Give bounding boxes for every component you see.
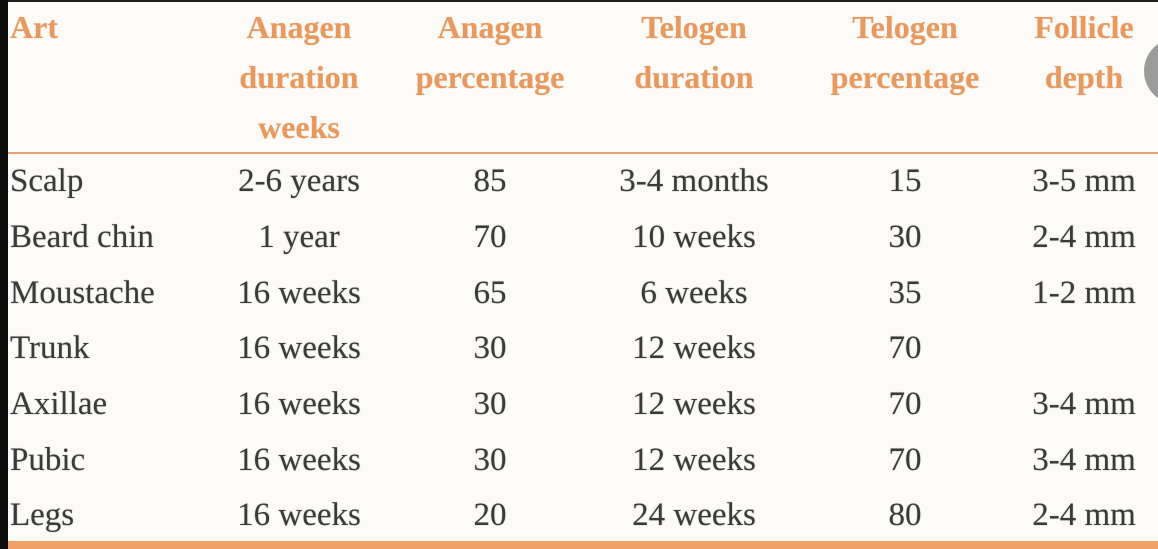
table-cell: 16 weeks <box>237 274 361 311</box>
table-cell: 16 weeks <box>237 386 361 423</box>
top-edge-line <box>0 0 1158 2</box>
table-cell: 6 weeks <box>640 274 748 311</box>
table-cell: 30 <box>473 386 507 423</box>
hair-follicle-table: Art Anagen duration weeks Anagen percentage Te… <box>8 2 1158 544</box>
table-row: Trunk 16 weeks 30 12 weeks 70 <box>8 321 1158 377</box>
table-row: Axillae 16 weeks 30 12 weeks 70 3-4 mm <box>8 377 1158 433</box>
row-label: Moustache <box>10 274 155 311</box>
column-header-line: Telogen <box>852 9 958 45</box>
column-header-line: duration <box>634 59 754 95</box>
table-cell: 16 weeks <box>237 497 361 534</box>
column-header-line: percentage <box>830 59 980 95</box>
table-cell: 12 weeks <box>632 330 756 367</box>
column-header-anagen-duration: Anagen duration weeks <box>206 2 392 154</box>
column-header-line: Follicle <box>1034 9 1134 45</box>
table-row: Moustache 16 weeks 65 6 weeks 35 1-2 mm <box>8 265 1158 321</box>
table-cell: 10 weeks <box>632 219 756 256</box>
table-cell: 1-2 mm <box>1032 274 1136 311</box>
table-cell: 15 <box>888 163 922 200</box>
column-header-telogen-duration: Telogen duration <box>588 2 800 154</box>
column-header-line: Anagen <box>246 9 352 45</box>
table-cell: 24 weeks <box>632 497 756 534</box>
column-header-line: depth <box>1044 59 1124 95</box>
column-header-line: Anagen <box>437 9 543 45</box>
table-cell: 70 <box>473 219 507 256</box>
table-cell: 70 <box>888 441 922 478</box>
table-cell: 2-4 mm <box>1032 497 1136 534</box>
table-cell: 30 <box>473 441 507 478</box>
row-label: Scalp <box>10 163 84 200</box>
table-row: Pubic 16 weeks 30 12 weeks 70 3-4 mm <box>8 432 1158 488</box>
table-cell: 65 <box>473 274 507 311</box>
table-cell: 16 weeks <box>237 330 361 367</box>
column-header-site: Art <box>8 2 206 154</box>
table-cell: 2-4 mm <box>1032 219 1136 256</box>
table-cell: 20 <box>473 497 507 534</box>
table-cell: 3-4 mm <box>1032 441 1136 478</box>
table-cell: 35 <box>888 274 922 311</box>
table-cell: 30 <box>888 219 922 256</box>
column-header-line: weeks <box>258 109 340 145</box>
row-label: Legs <box>10 497 75 534</box>
partial-floating-button[interactable] <box>1144 38 1158 104</box>
column-header-line: Art <box>10 9 58 45</box>
column-header-telogen-percentage: Telogen percentage <box>800 2 1010 154</box>
table-cell: 1 year <box>258 219 340 256</box>
row-label: Beard chin <box>10 219 154 256</box>
row-label: Pubic <box>10 441 86 478</box>
table-row: Beard chin 1 year 70 10 weeks 30 2-4 mm <box>8 210 1158 266</box>
table-cell: 85 <box>473 163 507 200</box>
row-label: Trunk <box>10 330 90 367</box>
table-row: Legs 16 weeks 20 24 weeks 80 2-4 mm <box>8 488 1158 544</box>
column-header-line: Telogen <box>641 9 747 45</box>
table-cell: 12 weeks <box>632 441 756 478</box>
table-cell: 16 weeks <box>237 441 361 478</box>
table-cell: 80 <box>888 497 922 534</box>
column-header-anagen-percentage: Anagen percentage <box>392 2 588 154</box>
row-label: Axillae <box>10 386 108 423</box>
table-cell <box>1010 321 1158 377</box>
table-cell: 3-5 mm <box>1032 163 1136 200</box>
table-cell: 2-6 years <box>238 163 360 200</box>
table-row: Scalp 2-6 years 85 3-4 months 15 3-5 mm <box>8 153 1158 210</box>
column-header-line: percentage <box>415 59 565 95</box>
column-header-line: duration <box>239 59 359 95</box>
table-cell: 30 <box>473 330 507 367</box>
left-edge-bar <box>0 0 8 549</box>
table-cell: 3-4 months <box>619 163 769 200</box>
table-cell: 3-4 mm <box>1032 386 1136 423</box>
column-header-follicle-depth: Follicle depth <box>1010 2 1158 154</box>
table-header-row: Art Anagen duration weeks Anagen percentage Te… <box>8 2 1158 154</box>
table-body: Scalp 2-6 years 85 3-4 months 15 3-5 mm Beard … <box>8 153 1158 544</box>
bottom-orange-bar <box>8 541 1158 549</box>
table-cell: 70 <box>888 386 922 423</box>
table-cell: 12 weeks <box>632 386 756 423</box>
table-cell: 70 <box>888 330 922 367</box>
